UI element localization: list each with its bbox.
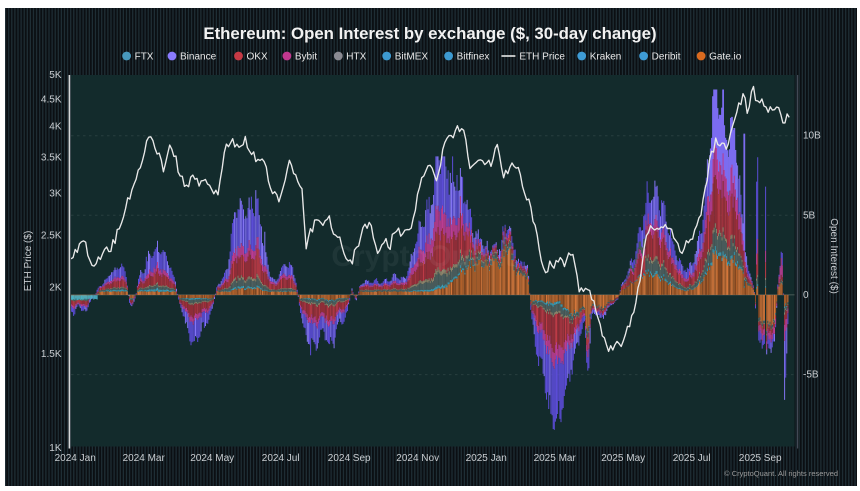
svg-text:HTX: HTX [346,52,366,63]
svg-text:OKX: OKX [247,52,268,63]
svg-text:5B: 5B [803,210,816,221]
svg-text:-5B: -5B [803,370,819,381]
svg-text:2024 Nov: 2024 Nov [396,453,439,464]
svg-text:2025 Jul: 2025 Jul [673,453,711,464]
svg-text:5K: 5K [49,70,62,81]
svg-text:ETH Price ($): ETH Price ($) [23,231,34,292]
svg-text:2024 Jan: 2024 Jan [55,453,96,464]
svg-text:Gate.io: Gate.io [709,52,742,63]
svg-text:FTX: FTX [135,52,154,63]
svg-text:© CryptoQuant. All rights rese: © CryptoQuant. All rights reserved [724,469,838,478]
svg-text:Ethereum: Open Interest by exc: Ethereum: Open Interest by exchange ($, … [203,24,656,43]
svg-text:ETH Price: ETH Price [519,52,565,63]
svg-text:2025 May: 2025 May [601,453,645,464]
svg-text:4.5K: 4.5K [41,94,62,105]
svg-text:CryptoQuant: CryptoQuant [331,240,514,273]
svg-text:Bybit: Bybit [295,52,317,63]
svg-text:Binance: Binance [180,52,217,63]
svg-text:2024 Sep: 2024 Sep [328,453,371,464]
svg-text:2025 Jan: 2025 Jan [466,453,507,464]
svg-text:2024 May: 2024 May [190,453,234,464]
svg-text:3K: 3K [49,188,62,199]
svg-text:Bitfinex: Bitfinex [457,52,490,63]
svg-text:3.5K: 3.5K [41,153,62,164]
svg-text:1.5K: 1.5K [41,349,62,360]
svg-text:10B: 10B [803,131,821,142]
svg-text:BitMEX: BitMEX [395,52,429,63]
svg-text:0: 0 [803,290,809,301]
svg-text:Deribit: Deribit [652,52,681,63]
svg-text:2024 Jul: 2024 Jul [262,453,300,464]
svg-text:2024 Mar: 2024 Mar [123,453,166,464]
svg-text:2.5K: 2.5K [41,231,62,242]
svg-text:2025 Mar: 2025 Mar [534,453,577,464]
svg-text:Kraken: Kraken [590,52,622,63]
svg-text:2K: 2K [49,282,62,293]
svg-text:2025 Sep: 2025 Sep [739,453,782,464]
svg-text:4K: 4K [49,122,62,133]
svg-text:Open Interest ($): Open Interest ($) [828,218,839,294]
svg-text:1K: 1K [49,443,62,454]
